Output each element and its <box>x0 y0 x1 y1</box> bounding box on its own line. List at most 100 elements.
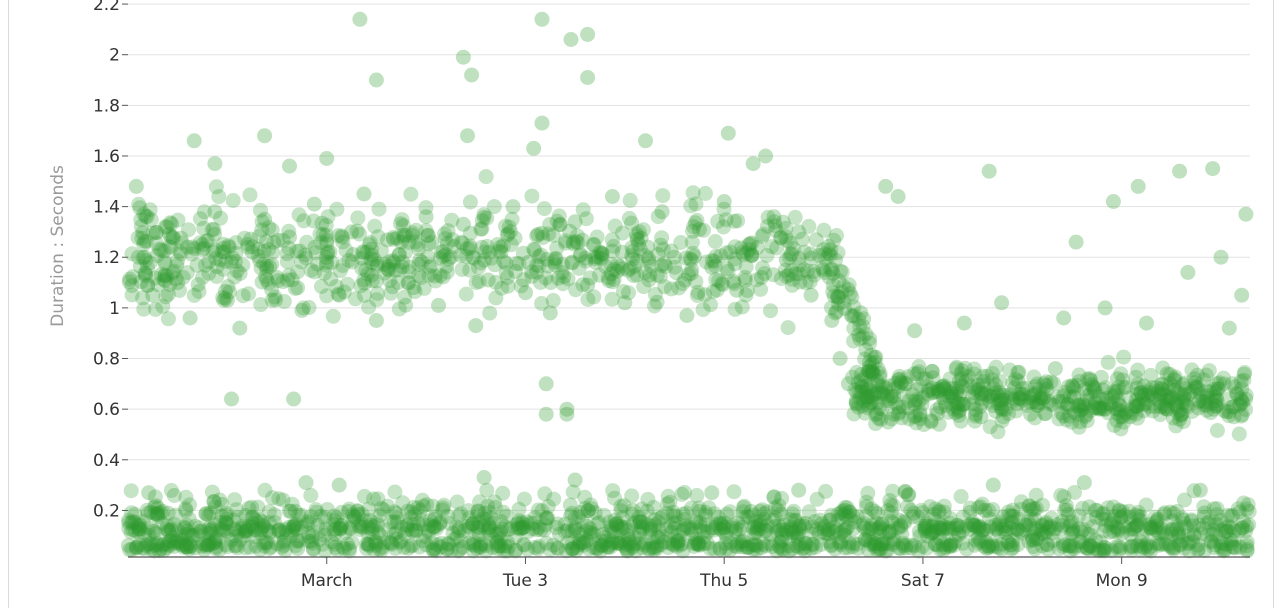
data-point <box>712 541 728 557</box>
data-point <box>1162 538 1178 554</box>
data-point <box>1155 524 1171 540</box>
y-tick-label: 0.6 <box>93 400 120 420</box>
data-point <box>778 252 794 268</box>
data-point <box>366 542 382 558</box>
data-point <box>412 252 428 268</box>
data-point <box>219 505 235 521</box>
data-point <box>1079 540 1095 556</box>
data-point <box>951 525 966 541</box>
data-point <box>407 506 423 522</box>
data-point <box>717 515 733 531</box>
data-point <box>122 542 138 558</box>
data-point <box>914 505 930 521</box>
data-point <box>607 490 622 506</box>
data-point <box>914 539 930 555</box>
data-point <box>390 514 406 530</box>
data-point <box>465 543 481 559</box>
data-point <box>357 488 372 504</box>
data-point <box>285 519 301 535</box>
data-point <box>245 515 260 531</box>
data-point <box>1237 365 1253 380</box>
data-point <box>428 543 444 559</box>
data-point <box>911 524 927 539</box>
data-point <box>545 293 561 308</box>
data-point <box>779 524 795 540</box>
data-point <box>275 492 291 508</box>
data-point <box>776 542 792 558</box>
data-point <box>1024 529 1040 545</box>
data-point <box>1165 513 1180 529</box>
data-point <box>267 289 283 305</box>
data-point <box>759 248 775 263</box>
data-point <box>862 335 878 351</box>
data-point <box>755 536 771 552</box>
data-point <box>930 537 946 553</box>
data-point <box>1000 504 1016 520</box>
data-point <box>727 538 743 554</box>
data-point <box>404 522 420 538</box>
data-point <box>153 505 169 521</box>
data-point <box>197 537 213 552</box>
data-point <box>837 506 853 522</box>
data-point <box>621 210 637 226</box>
gridlines <box>128 3 1250 511</box>
data-point <box>469 519 485 535</box>
data-point <box>451 520 467 536</box>
data-point <box>131 522 147 537</box>
data-point <box>479 210 495 226</box>
data-point <box>963 517 979 532</box>
data-point <box>121 274 137 290</box>
data-point <box>533 247 549 263</box>
data-point <box>660 488 676 504</box>
data-point <box>304 533 319 549</box>
data-point <box>164 521 179 537</box>
data-point <box>277 532 293 548</box>
data-point <box>327 513 343 529</box>
data-point <box>931 503 947 519</box>
data-point <box>454 262 470 277</box>
data-point <box>605 535 621 551</box>
data-point <box>741 237 757 253</box>
data-point <box>259 233 274 249</box>
data-point <box>783 519 799 535</box>
data-point <box>282 229 297 245</box>
data-point <box>132 521 148 537</box>
data-point <box>656 534 672 550</box>
data-point <box>473 536 489 552</box>
data-point <box>239 522 255 538</box>
data-point <box>455 539 470 555</box>
data-point <box>618 536 634 552</box>
data-point <box>1239 501 1255 517</box>
data-point <box>465 516 480 532</box>
data-point <box>945 520 961 536</box>
data-point <box>632 514 648 530</box>
data-point <box>179 517 195 533</box>
data-point <box>1072 414 1088 430</box>
data-point <box>833 537 849 553</box>
data-point <box>826 524 842 540</box>
data-point <box>537 517 553 533</box>
data-point <box>876 536 892 552</box>
data-point <box>863 537 879 553</box>
data-point <box>426 540 442 556</box>
data-point <box>1065 525 1081 541</box>
data-point <box>1025 539 1041 555</box>
data-point <box>837 540 853 556</box>
data-point <box>326 522 342 538</box>
data-point <box>1009 521 1025 537</box>
data-point <box>212 541 228 557</box>
data-point <box>1158 536 1174 552</box>
data-point <box>707 506 722 522</box>
data-point <box>903 502 919 518</box>
y-tick-label: 1.2 <box>93 248 120 268</box>
data-point <box>984 372 1000 388</box>
data-point <box>538 406 554 422</box>
data-point <box>1209 376 1225 392</box>
data-point <box>935 523 951 538</box>
data-point <box>400 503 416 519</box>
data-point <box>744 537 760 553</box>
data-point <box>334 518 350 534</box>
data-point <box>705 522 721 538</box>
data-point <box>774 532 790 548</box>
data-point <box>550 516 566 532</box>
